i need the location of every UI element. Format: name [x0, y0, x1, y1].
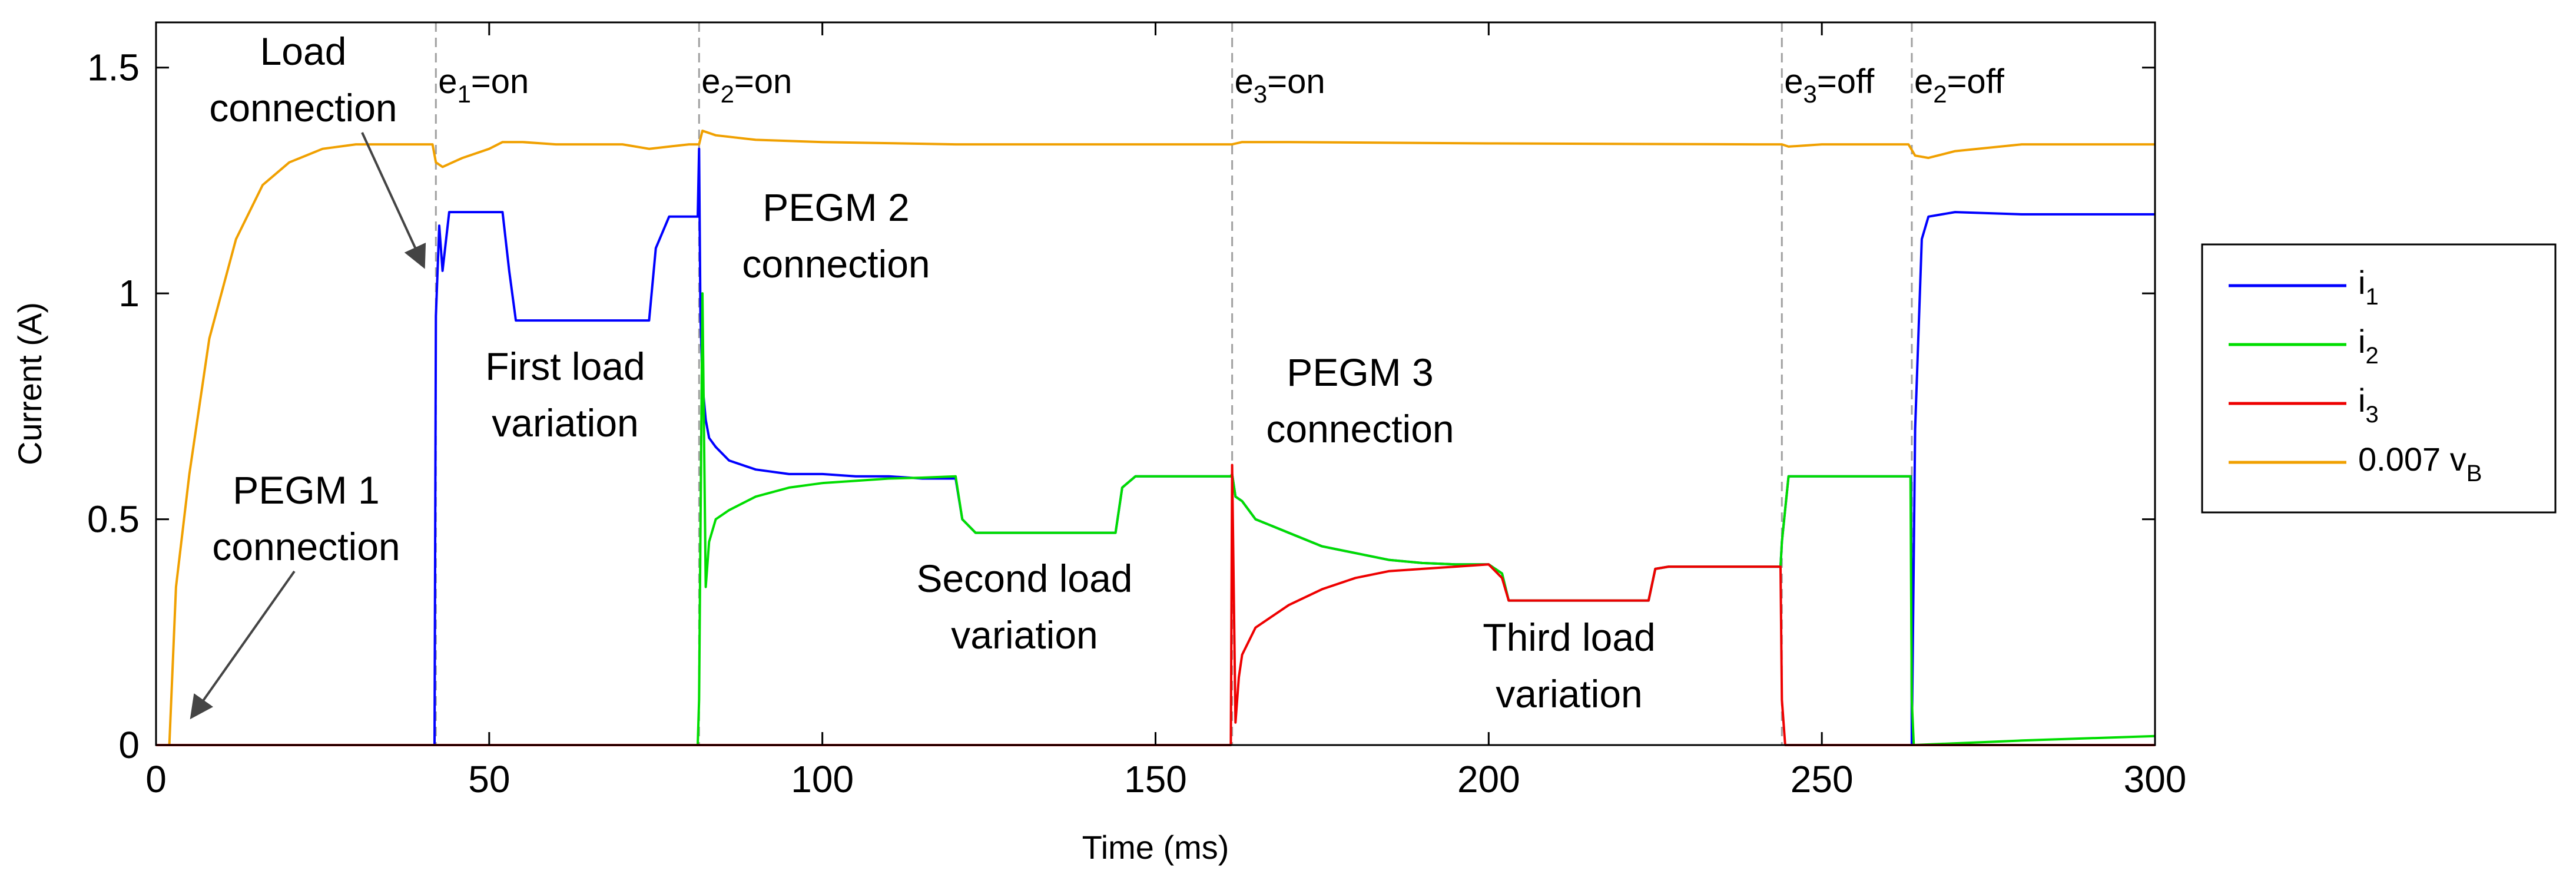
annotation-line: connection	[1266, 407, 1454, 451]
x-tick-label: 50	[468, 758, 510, 800]
annotation-line: PEGM 1	[233, 468, 379, 512]
event-label-subscript: 1	[457, 80, 471, 108]
legend-entry-name: i	[2358, 323, 2365, 360]
annotation-line: Load	[260, 29, 347, 73]
event-label-subscript: 2	[721, 80, 734, 108]
annotation-line: connection	[212, 525, 400, 568]
annotation-line: variation	[492, 401, 638, 445]
annotation-3: First load variation	[485, 345, 645, 445]
series-line-1	[156, 130, 2155, 746]
annotation-line: PEGM 2	[762, 186, 909, 229]
event-label-subscript: 2	[1933, 80, 1947, 108]
event-label-state: =off	[1817, 62, 1875, 101]
annotation-line: variation	[1496, 672, 1642, 716]
annotation-line: First load	[485, 345, 645, 388]
annotation-line: variation	[951, 613, 1098, 657]
x-tick-label: 150	[1124, 758, 1187, 800]
legend-entry: i3	[2358, 382, 2379, 428]
event-label-letter: e	[1914, 62, 1933, 101]
event-label: e1=on	[438, 62, 529, 108]
event-label-subscript: 3	[1803, 80, 1817, 108]
event-label-state: =off	[1947, 62, 2005, 101]
legend-box	[2201, 243, 2557, 514]
event-label-letter: e	[1235, 62, 1254, 101]
x-tick-label: 0	[145, 758, 167, 800]
annotation-2: PEGM 1 connection	[212, 468, 400, 568]
annotation-5: Second load variation	[917, 557, 1133, 657]
annotation-line: connection	[209, 86, 397, 130]
legend-entry-subscript: 3	[2365, 402, 2378, 428]
annotation-line: Second load	[917, 557, 1133, 600]
legend-entry-name: 0.007 v	[2358, 441, 2466, 478]
event-label-subscript: 3	[1254, 80, 1267, 108]
x-tick-label: 200	[1457, 758, 1520, 800]
annotation-1: Load connection	[209, 29, 397, 130]
legend-entry-subscript: 2	[2365, 343, 2378, 369]
legend-entry-name: i	[2358, 382, 2365, 419]
annotation-7: Third load variation	[1483, 615, 1656, 716]
annotation-arrow-pegm1	[190, 570, 296, 720]
event-label-state: =on	[1267, 62, 1325, 101]
y-tick-label: 1.5	[87, 47, 140, 89]
y-tick-label: 0.5	[87, 498, 140, 541]
legend-entry: i1	[2358, 264, 2379, 310]
y-axis-label: Current (A)	[11, 302, 48, 465]
y-tick-label: 0	[118, 724, 140, 766]
event-label-letter: e	[701, 62, 720, 101]
annotation-line: connection	[742, 242, 930, 286]
legend-entry-subscript: B	[2466, 461, 2482, 486]
event-label-letter: e	[438, 62, 457, 101]
series-line-4	[156, 464, 2155, 746]
axis-ticks: 0 50 100 150 200 250 300 0 0.5 1 1.5	[87, 22, 2186, 800]
legend-entry-subscript: 1	[2365, 284, 2378, 310]
event-label-state: =on	[471, 62, 529, 101]
annotation-arrow-load	[361, 132, 426, 269]
event-label: e3=off	[1784, 62, 1875, 108]
event-label: e3=on	[1235, 62, 1325, 108]
legend-entry: i2	[2358, 323, 2379, 369]
x-axis-label: Time (ms)	[1082, 829, 1229, 866]
series-lines	[156, 130, 2156, 746]
legend-entry: 0.007 vB	[2358, 441, 2482, 486]
event-label-letter: e	[1784, 62, 1803, 101]
event-label: e2=off	[1914, 62, 2005, 108]
event-label-state: =on	[734, 62, 792, 101]
annotation-6: PEGM 3 connection	[1266, 350, 1454, 451]
y-tick-label: 1	[118, 272, 140, 315]
annotation-line: Third load	[1483, 615, 1656, 659]
legend-entry-name: i	[2358, 264, 2365, 301]
event-label: e2=on	[701, 62, 792, 108]
x-tick-label: 300	[2124, 758, 2187, 800]
x-tick-label: 250	[1791, 758, 1854, 800]
annotation-line: PEGM 3	[1287, 350, 1433, 394]
annotation-4: PEGM 2 connection	[742, 186, 930, 286]
x-tick-label: 100	[791, 758, 854, 800]
